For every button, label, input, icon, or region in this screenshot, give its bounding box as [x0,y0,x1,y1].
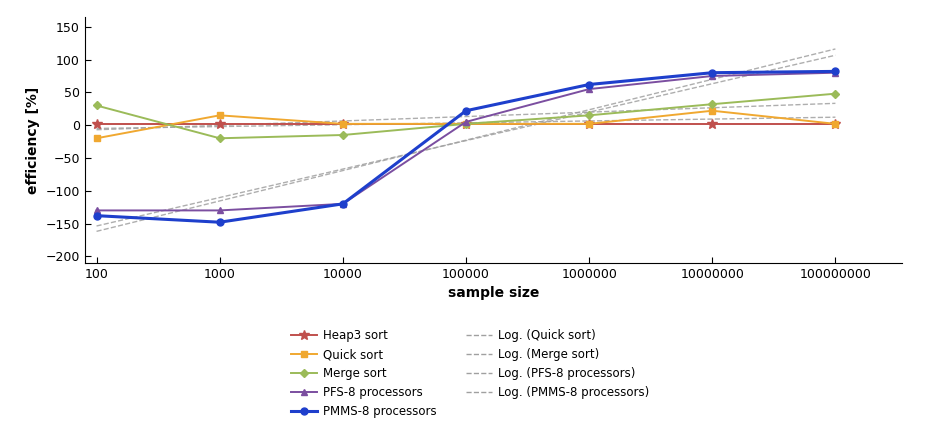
Legend: Heap3 sort, Quick sort, Merge sort, PFS-8 processors, PMMS-8 processors, Log. (Q: Heap3 sort, Quick sort, Merge sort, PFS-… [291,329,649,418]
Y-axis label: efficiency [%]: efficiency [%] [25,86,39,193]
X-axis label: sample size: sample size [447,286,540,300]
